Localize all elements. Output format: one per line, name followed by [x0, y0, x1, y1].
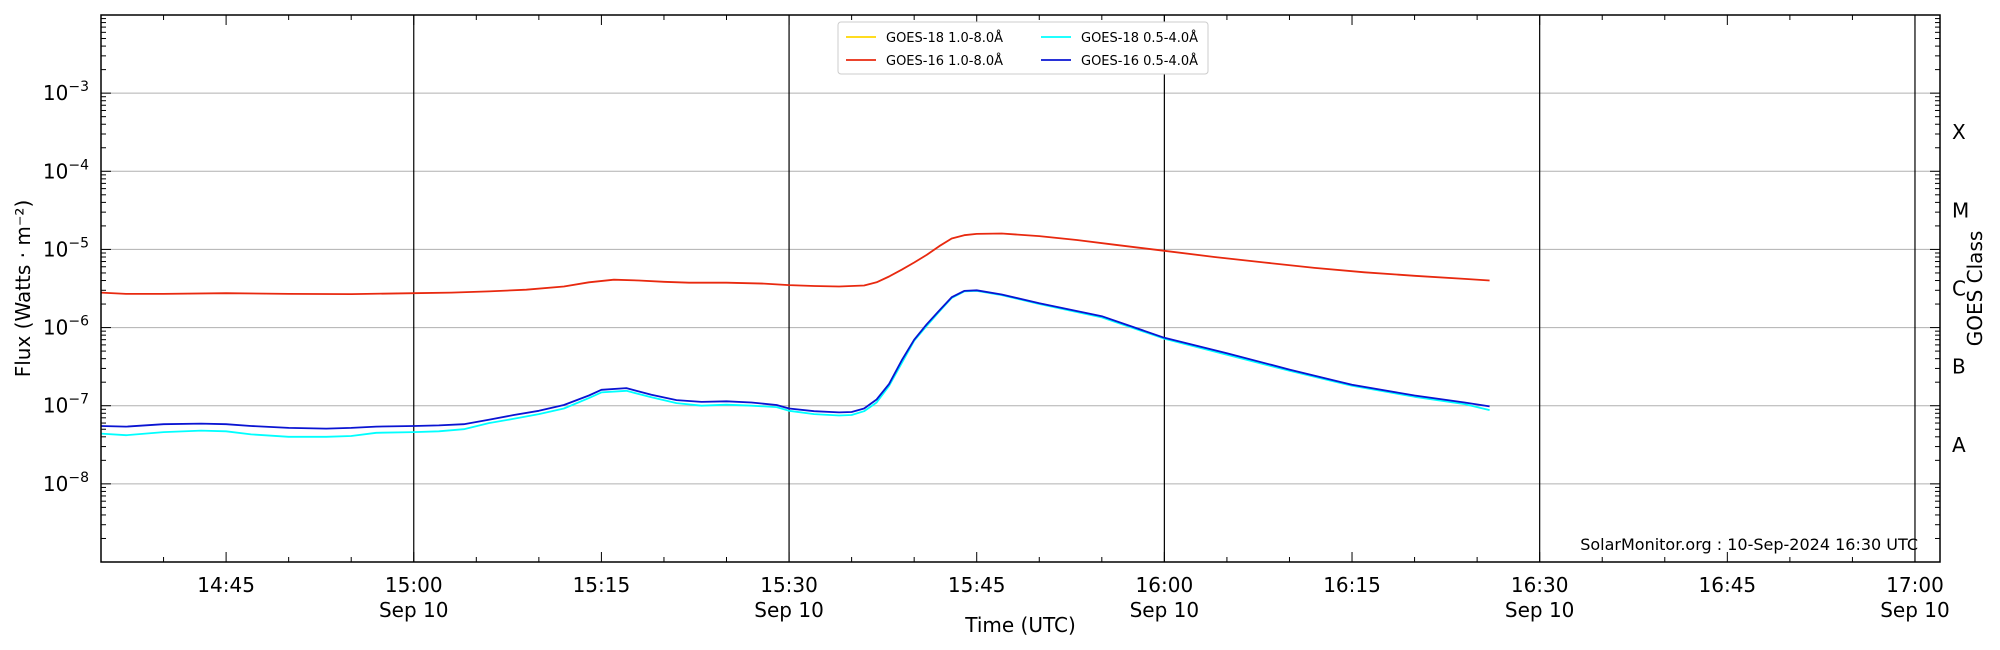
legend-box	[837, 21, 1209, 75]
y-tick-exponent: −4	[68, 157, 89, 173]
x-tick-label: 15:30	[760, 573, 818, 597]
x-tick-label: 15:15	[573, 573, 631, 597]
y-tick-label: 10−5	[43, 235, 89, 261]
right-axis-label: GOES Class	[1963, 231, 1987, 347]
y-tick-label: 10−8	[43, 470, 89, 496]
series-lines	[100, 232, 1490, 438]
y-tick-exponent: −8	[68, 470, 89, 486]
y-tick-base: 10	[43, 81, 68, 105]
x-tick-date: Sep 10	[1880, 598, 1950, 622]
y-tick-base: 10	[43, 237, 68, 261]
legend-entry: GOES-18 1.0-8.0Å	[886, 30, 1003, 46]
series-line	[100, 290, 1490, 438]
x-tick-date: Sep 10	[1130, 598, 1200, 622]
legend-entry: GOES-16 1.0-8.0Å	[886, 53, 1003, 69]
legend-entry: GOES-16 0.5-4.0Å	[1081, 53, 1198, 69]
y-tick-base: 10	[43, 316, 68, 340]
gridlines	[101, 92, 1940, 485]
goes-class-label: X	[1952, 120, 1966, 144]
series-line	[100, 232, 1490, 295]
goes-class-label: M	[1952, 198, 1969, 222]
plot-frame	[100, 14, 1941, 563]
goes-class-label: B	[1952, 355, 1966, 379]
x-tick-date: Sep 10	[754, 598, 824, 622]
x-tick-label: 14:45	[197, 573, 255, 597]
legend: GOES-18 1.0-8.0Å GOES-16 1.0-8.0Å GOES-18 …	[837, 21, 1209, 75]
x-tick-label: 16:00	[1136, 573, 1194, 597]
legend-entry: GOES-18 0.5-4.0Å	[1081, 30, 1198, 46]
goes-class-label: C	[1952, 277, 1966, 301]
x-tick-label: 16:30	[1511, 573, 1569, 597]
x-axis-label: Time (UTC)	[964, 613, 1076, 637]
y-tick-base: 10	[43, 472, 68, 496]
y-tick-exponent: −7	[68, 392, 89, 408]
y-tick-exponent: −6	[68, 314, 89, 330]
x-tick-label: 17:00	[1886, 573, 1944, 597]
x-tick-date: Sep 10	[1505, 598, 1575, 622]
y-tick-base: 10	[43, 394, 68, 418]
goes-class-label: A	[1952, 433, 1966, 457]
x-tick-date: Sep 10	[379, 598, 449, 622]
y-tick-exponent: −5	[68, 235, 89, 251]
axis-ticks	[100, 15, 1940, 563]
source-annotation: SolarMonitor.org : 10-Sep-2024 16:30 UTC	[1580, 535, 1918, 554]
day-hour-lines	[413, 15, 1916, 562]
y-axis-label: Flux (Watts · m⁻²)	[11, 200, 35, 378]
series-line	[100, 289, 1490, 430]
x-tick-label: 16:45	[1699, 573, 1757, 597]
y-tick-label: 10−6	[43, 314, 89, 340]
x-tick-label: 15:45	[948, 573, 1006, 597]
y-tick-label: 10−3	[43, 79, 89, 105]
x-tick-label: 16:15	[1323, 573, 1381, 597]
y-tick-label: 10−7	[43, 392, 89, 418]
y-tick-label: 10−4	[43, 157, 89, 183]
x-tick-label: 15:00	[385, 573, 443, 597]
y-tick-exponent: −3	[68, 79, 89, 95]
y-tick-base: 10	[43, 159, 68, 183]
